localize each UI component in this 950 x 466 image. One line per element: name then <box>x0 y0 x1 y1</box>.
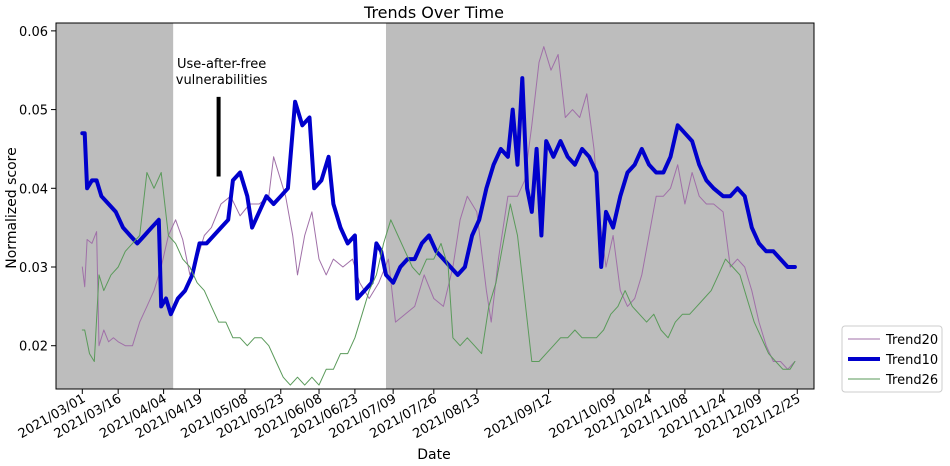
x-axis-label: Date <box>417 447 450 463</box>
legend-label-trend26: Trend26 <box>885 373 938 388</box>
series-lines <box>80 46 797 386</box>
legend-box <box>841 325 943 393</box>
shaded-regions <box>56 23 814 389</box>
y-tick-label: 0.03 <box>19 261 48 276</box>
legend-label-trend10: Trend10 <box>885 353 938 368</box>
annotation-text-line-1: Use-after-free <box>177 57 266 72</box>
annotation-text-line-2: vulnerabilities <box>176 73 268 88</box>
series-line-trend26 <box>81 172 796 386</box>
legend: Trend20 Trend10 Trend26 <box>841 325 943 393</box>
plot-frame <box>55 22 815 390</box>
series-line-trend10 <box>80 76 797 317</box>
y-tick-label: 0.05 <box>19 104 48 119</box>
y-tick-label: 0.04 <box>19 182 48 197</box>
shaded-region-1 <box>56 23 174 389</box>
y-tick-label: 0.02 <box>19 340 48 355</box>
y-tick-label: 0.06 <box>19 25 48 40</box>
chart-title: Trends Over Time <box>363 3 504 22</box>
annotation: Use-after-free vulnerabilities <box>176 57 268 177</box>
series-line-trend20 <box>81 46 796 370</box>
legend-label-trend20: Trend20 <box>885 333 938 348</box>
y-axis: 0.02 0.03 0.04 0.05 0.06 <box>19 25 56 355</box>
y-axis-label: Normalized score <box>4 147 20 268</box>
